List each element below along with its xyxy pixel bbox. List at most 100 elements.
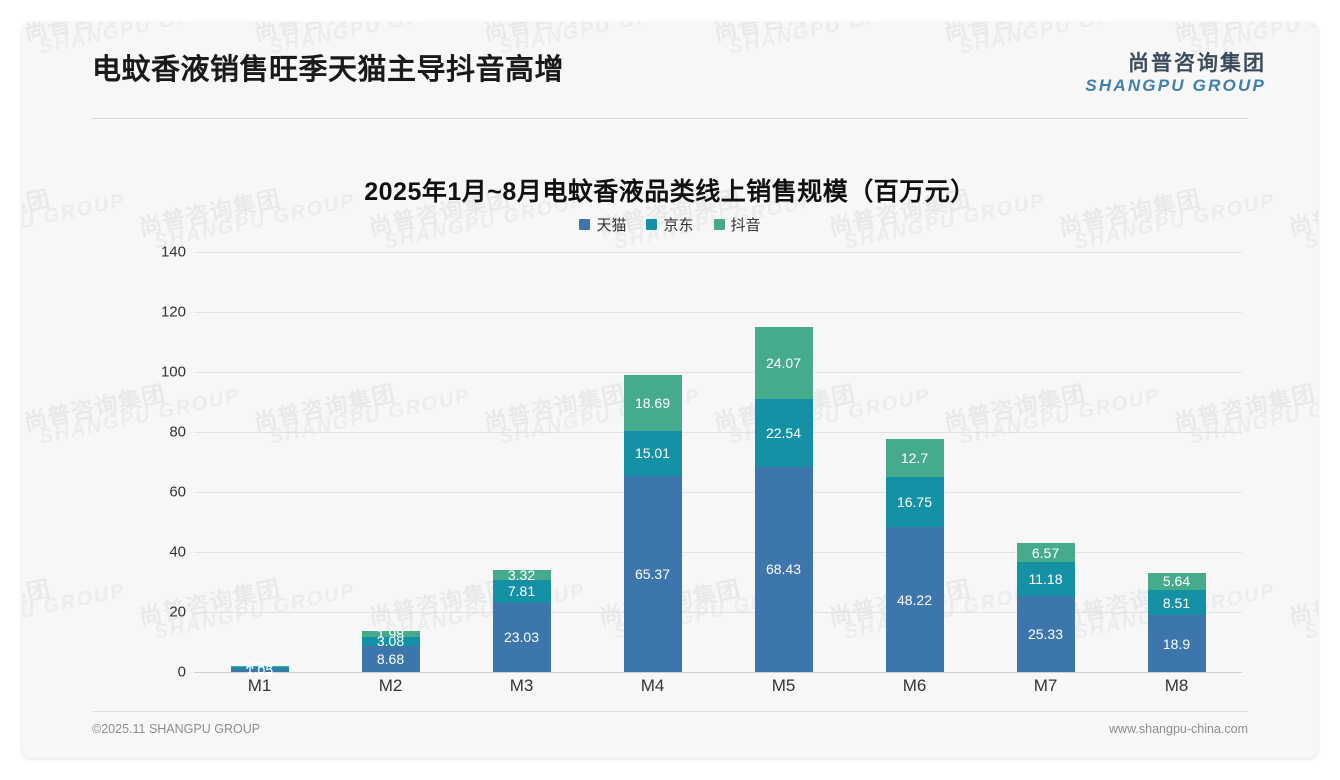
- bar-segment-抖音[interactable]: 5.64: [1147, 572, 1206, 590]
- bar-column-M2[interactable]: 1.98 3.08 8.68: [325, 252, 456, 672]
- bar-segment-京东[interactable]: 15.01: [623, 430, 682, 476]
- legend-label: 天猫: [596, 217, 627, 234]
- gridline: [194, 612, 1242, 613]
- x-axis: M1 M2 M3 M4 M5 M6 M7 M8: [194, 676, 1242, 696]
- bar-stack: 5.64 8.51 18.9: [1147, 572, 1206, 672]
- bar-segment-抖音[interactable]: 6.57: [1016, 542, 1075, 563]
- bar-value-label: 11.18: [1028, 571, 1063, 588]
- bar-value-label: 68.43: [765, 561, 802, 578]
- y-axis-tick-label: 0: [177, 663, 186, 681]
- bar-segment-京东[interactable]: 16.75: [885, 477, 944, 528]
- bar-value-label: 1.05: [245, 662, 274, 679]
- bar-column-M7[interactable]: 6.57 11.18 25.33: [980, 252, 1111, 672]
- x-axis-tick-label: M6: [902, 676, 927, 695]
- y-axis-tick-label: 20: [169, 603, 186, 621]
- watermark-chinese-text: 尚普咨询集团: [482, 757, 699, 758]
- chart-legend: 天猫 京东 抖音: [22, 214, 1318, 235]
- bar-segment-天猫[interactable]: 1.05: [230, 663, 289, 677]
- legend-item-天猫[interactable]: 天猫: [579, 214, 626, 235]
- slide-header: 电蚊香液销售旺季天猫主导抖音高增 尚普咨询集团 SHANGPU GROUP: [22, 22, 1318, 118]
- bar-segment-抖音[interactable]: 24.07: [754, 326, 813, 400]
- gridline: [194, 492, 1242, 493]
- watermark-english-text: SHANGPU GROUP: [1302, 580, 1318, 644]
- legend-item-抖音[interactable]: 抖音: [713, 214, 761, 235]
- bar-segment-抖音[interactable]: 3.32: [492, 568, 551, 582]
- watermark-chinese-text: 尚普咨询集团: [712, 757, 929, 758]
- bar-stack: 1.98 3.08 8.68: [361, 627, 420, 672]
- bar-value-label: 7.81: [507, 583, 536, 600]
- x-axis-tick-label: M5: [771, 676, 796, 695]
- bar-segment-京东[interactable]: 7.81: [492, 579, 551, 603]
- bar-segment-抖音[interactable]: 12.7: [885, 439, 944, 478]
- bar-segment-抖音[interactable]: 18.69: [623, 374, 682, 431]
- bar-segment-天猫[interactable]: 25.33: [1016, 596, 1075, 672]
- chart-title: 2025年1月~8月电蚊香液品类线上销售规模（百万元）: [364, 178, 976, 206]
- bar-segment-京东[interactable]: 11.18: [1016, 562, 1075, 597]
- bar-value-label: 23.03: [503, 629, 540, 646]
- gridline: [194, 372, 1242, 373]
- bar-segment-京东[interactable]: 8.51: [1147, 589, 1206, 616]
- gridline: [194, 672, 1242, 673]
- legend-swatch-icon: [579, 219, 591, 230]
- bar-value-label: 5.64: [1162, 573, 1191, 590]
- bar-column-M5[interactable]: 24.07 22.54 68.43: [718, 252, 849, 672]
- y-axis-tick-label: 140: [160, 243, 186, 261]
- legend-swatch-icon: [646, 219, 658, 230]
- logo-chinese-text: 尚普咨询集团: [1128, 52, 1266, 75]
- bar-segment-天猫[interactable]: 65.37: [623, 475, 682, 672]
- gridline: [194, 312, 1242, 313]
- bar-segment-天猫[interactable]: 8.68: [361, 645, 420, 672]
- gridline: [194, 552, 1242, 553]
- bar-value-label: 24.07: [765, 355, 802, 371]
- x-axis-tick-label: M8: [1164, 676, 1189, 695]
- bar-value-label: 18.69: [634, 394, 671, 411]
- bar-column-M4[interactable]: 18.69 15.01 65.37: [587, 252, 718, 672]
- header-divider: [92, 118, 1248, 119]
- watermark-chinese-text: 尚普咨询集团: [1172, 757, 1318, 758]
- footer-copyright: ©2025.11 SHANGPU GROUP: [92, 722, 261, 736]
- bar-column-M8[interactable]: 5.64 8.51 18.9: [1111, 252, 1242, 672]
- watermark-chinese-text: 尚普咨询集团: [22, 575, 53, 631]
- watermark-chinese-text: 尚普咨询集团: [942, 757, 1159, 758]
- x-axis-tick-label: M4: [640, 676, 665, 695]
- footer-website: www.shangpu-china.com: [1109, 722, 1248, 736]
- bar-segment-京东[interactable]: 22.54: [754, 399, 813, 467]
- bar-column-M3[interactable]: 3.32 7.81 23.03: [456, 252, 587, 672]
- page-title: 电蚊香液销售旺季天猫主导抖音高增: [92, 54, 565, 86]
- bar-segment-天猫[interactable]: 48.22: [885, 527, 944, 672]
- watermark-chinese-text: 尚普咨询集团: [252, 757, 469, 758]
- x-axis-tick-label: M7: [1033, 676, 1058, 695]
- y-axis-tick-label: 100: [160, 363, 186, 381]
- bar-value-label: 15.01: [634, 445, 671, 462]
- bar-value-label: 16.75: [896, 494, 933, 511]
- legend-swatch-icon: [713, 219, 725, 230]
- bar-segment-天猫[interactable]: 68.43: [754, 466, 813, 672]
- legend-label: 京东: [663, 217, 694, 234]
- bar-stack: 24.07 22.54 68.43: [754, 326, 813, 672]
- bar-segment-天猫[interactable]: 23.03: [492, 602, 551, 672]
- bar-column-M1[interactable]: 0.310.521.05: [194, 252, 325, 677]
- bar-value-label: 12.7: [900, 450, 929, 467]
- bar-stack: 6.57 11.18 25.33: [1016, 542, 1075, 672]
- watermark-chinese-text: 尚普咨询集团: [1286, 575, 1318, 631]
- bar-value-label: 3.08: [376, 633, 405, 650]
- bar-series-container: 0.310.521.05 1.983.088.68 3.327.81 23.03 18.…: [194, 252, 1242, 677]
- bar-stack: 3.32 7.81 23.03: [492, 568, 551, 672]
- bar-segment-京东[interactable]: 3.08: [361, 633, 420, 650]
- bar-value-label: 8.51: [1162, 594, 1191, 611]
- legend-item-京东[interactable]: 京东: [646, 214, 694, 235]
- bar-column-M6[interactable]: 12.7 16.75 48.22: [849, 252, 980, 672]
- x-axis-tick-label: M3: [509, 676, 534, 695]
- gridlines: [194, 252, 1242, 673]
- x-axis-tick-label: M1: [247, 676, 272, 695]
- gridline: [194, 252, 1242, 253]
- bar-segment-天猫[interactable]: 18.9: [1147, 615, 1206, 672]
